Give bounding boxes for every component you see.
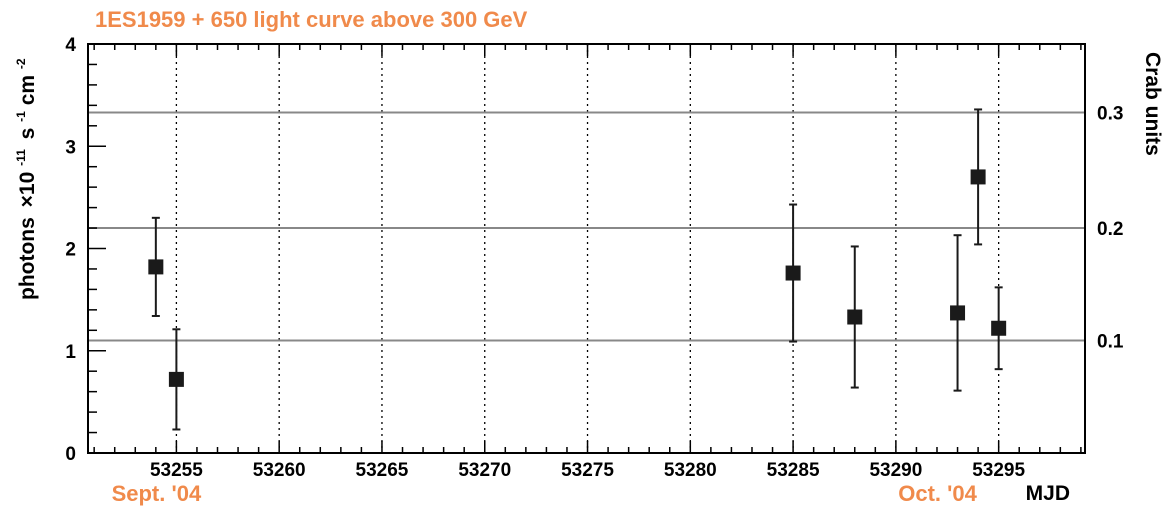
crab-level-label: 0.3	[1097, 104, 1123, 125]
y-tick-label: 1	[65, 342, 76, 363]
y-tick-label: 3	[65, 137, 76, 158]
y-axis-title-s: s	[16, 128, 39, 140]
crab-level-label: 0.1	[1097, 332, 1124, 353]
data-point-marker	[148, 259, 164, 275]
month-label-sept: Sept. '04	[112, 481, 202, 506]
crab-level-lines	[88, 111, 1085, 342]
y-tick-label: 2	[65, 240, 76, 261]
data-point-marker	[785, 265, 801, 281]
axis-tick-labels: 0.1 0.2 0.3 53255 53260 53265 53270 53275 53280 5…	[65, 35, 1123, 481]
y-tick-label: 4	[65, 35, 76, 56]
data-point-marker	[991, 320, 1007, 336]
x-tick-label: 53275	[561, 460, 614, 481]
axis-ticks	[88, 43, 1082, 454]
x-axis-title: MJD	[1026, 482, 1070, 505]
data-point-marker	[950, 305, 966, 321]
crab-level-label: 0.2	[1097, 219, 1123, 240]
data-point-marker	[168, 371, 184, 387]
x-tick-label: 53255	[150, 460, 203, 481]
crab-units-axis-title: Crab units	[1141, 52, 1164, 156]
y-axis-title: photons ×10 -11 s -1 cm -2	[7, 58, 39, 300]
x-tick-label: 53265	[356, 460, 409, 481]
y-axis-title-exp3: -2	[14, 58, 28, 69]
y-tick-label: 0	[65, 444, 76, 465]
x-tick-label: 53270	[458, 460, 511, 481]
data-points	[148, 108, 1007, 431]
y-axis-title-exp2: -1	[14, 111, 28, 122]
y-axis-title-main: photons	[16, 217, 39, 300]
y-axis-title-exp1: -11	[14, 149, 28, 166]
month-label-oct: Oct. '04	[898, 481, 977, 506]
y-axis-title-cm: cm	[16, 75, 39, 105]
grid-layer	[175, 44, 1000, 453]
plot-frame	[87, 43, 1086, 454]
x-tick-label: 53285	[767, 460, 820, 481]
x-tick-label: 53260	[253, 460, 306, 481]
x-tick-label: 53280	[664, 460, 717, 481]
y-axis-title-times: ×10	[16, 172, 39, 208]
chart-title: 1ES1959 + 650 light curve above 300 GeV	[95, 7, 528, 32]
data-point-marker	[970, 169, 986, 185]
x-tick-label: 53295	[972, 460, 1025, 481]
x-tick-label: 53290	[869, 460, 922, 481]
data-point-marker	[847, 309, 863, 325]
